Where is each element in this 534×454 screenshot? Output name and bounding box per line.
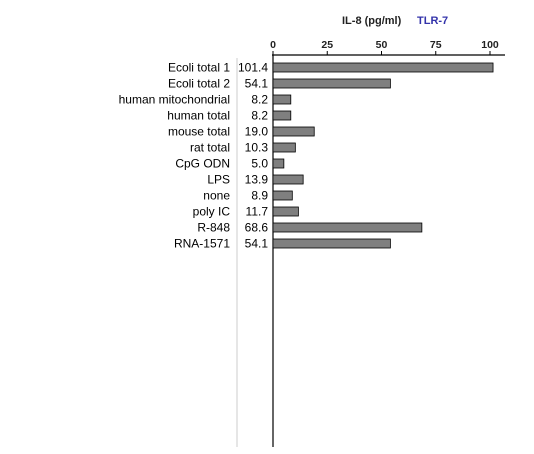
bar xyxy=(272,238,391,249)
bar xyxy=(272,94,292,105)
bar xyxy=(272,174,304,185)
value-label: 8.2 xyxy=(251,93,268,107)
category-label: poly IC xyxy=(193,205,231,219)
bars-group xyxy=(272,62,494,249)
x-tick-label: 100 xyxy=(481,39,499,51)
category-label: R-848 xyxy=(197,221,230,235)
category-label: Ecoli total 2 xyxy=(168,77,230,91)
bar xyxy=(272,222,423,233)
value-label: 11.7 xyxy=(246,205,269,219)
bar xyxy=(272,126,315,137)
bar xyxy=(272,158,285,169)
x-tick-label: 25 xyxy=(321,39,333,51)
x-axis-ticks: 0 25 50 75 100 xyxy=(270,39,499,55)
value-label: 54.1 xyxy=(245,237,269,251)
bar xyxy=(272,190,293,201)
bar xyxy=(272,78,391,89)
category-label: rat total xyxy=(190,141,230,155)
chart-header-title: IL-8 (pg/ml) xyxy=(342,15,402,27)
value-label: 8.9 xyxy=(251,189,268,203)
value-label: 19.0 xyxy=(245,125,269,139)
category-label: mouse total xyxy=(168,125,230,139)
x-tick-label: 50 xyxy=(376,39,388,51)
value-label: 13.9 xyxy=(245,173,269,187)
category-labels: Ecoli total 1 Ecoli total 2 human mitochon… xyxy=(119,61,231,251)
bar xyxy=(272,62,494,73)
value-label: 68.6 xyxy=(245,221,269,235)
value-label: 101.4 xyxy=(238,61,268,75)
category-label: human mitochondrial xyxy=(119,93,230,107)
category-label: human total xyxy=(167,109,230,123)
value-label: 54.1 xyxy=(245,77,269,91)
category-label: LPS xyxy=(207,173,230,187)
category-label: RNA-1571 xyxy=(174,237,230,251)
value-label: 10.3 xyxy=(245,141,269,155)
value-label: 8.2 xyxy=(251,109,268,123)
value-labels: 101.4 54.1 8.2 8.2 19.0 10.3 5.0 13.9 8.9 11.7 68.… xyxy=(238,61,268,251)
bar xyxy=(272,206,299,217)
category-label: Ecoli total 1 xyxy=(168,61,230,75)
bar xyxy=(272,142,296,153)
x-tick-label: 75 xyxy=(430,39,442,51)
category-label: none xyxy=(203,189,230,203)
category-label: CpG ODN xyxy=(175,157,230,171)
chart-header-tag: TLR-7 xyxy=(417,15,448,27)
value-label: 5.0 xyxy=(251,157,268,171)
x-tick-label: 0 xyxy=(270,39,276,51)
bar xyxy=(272,110,292,121)
